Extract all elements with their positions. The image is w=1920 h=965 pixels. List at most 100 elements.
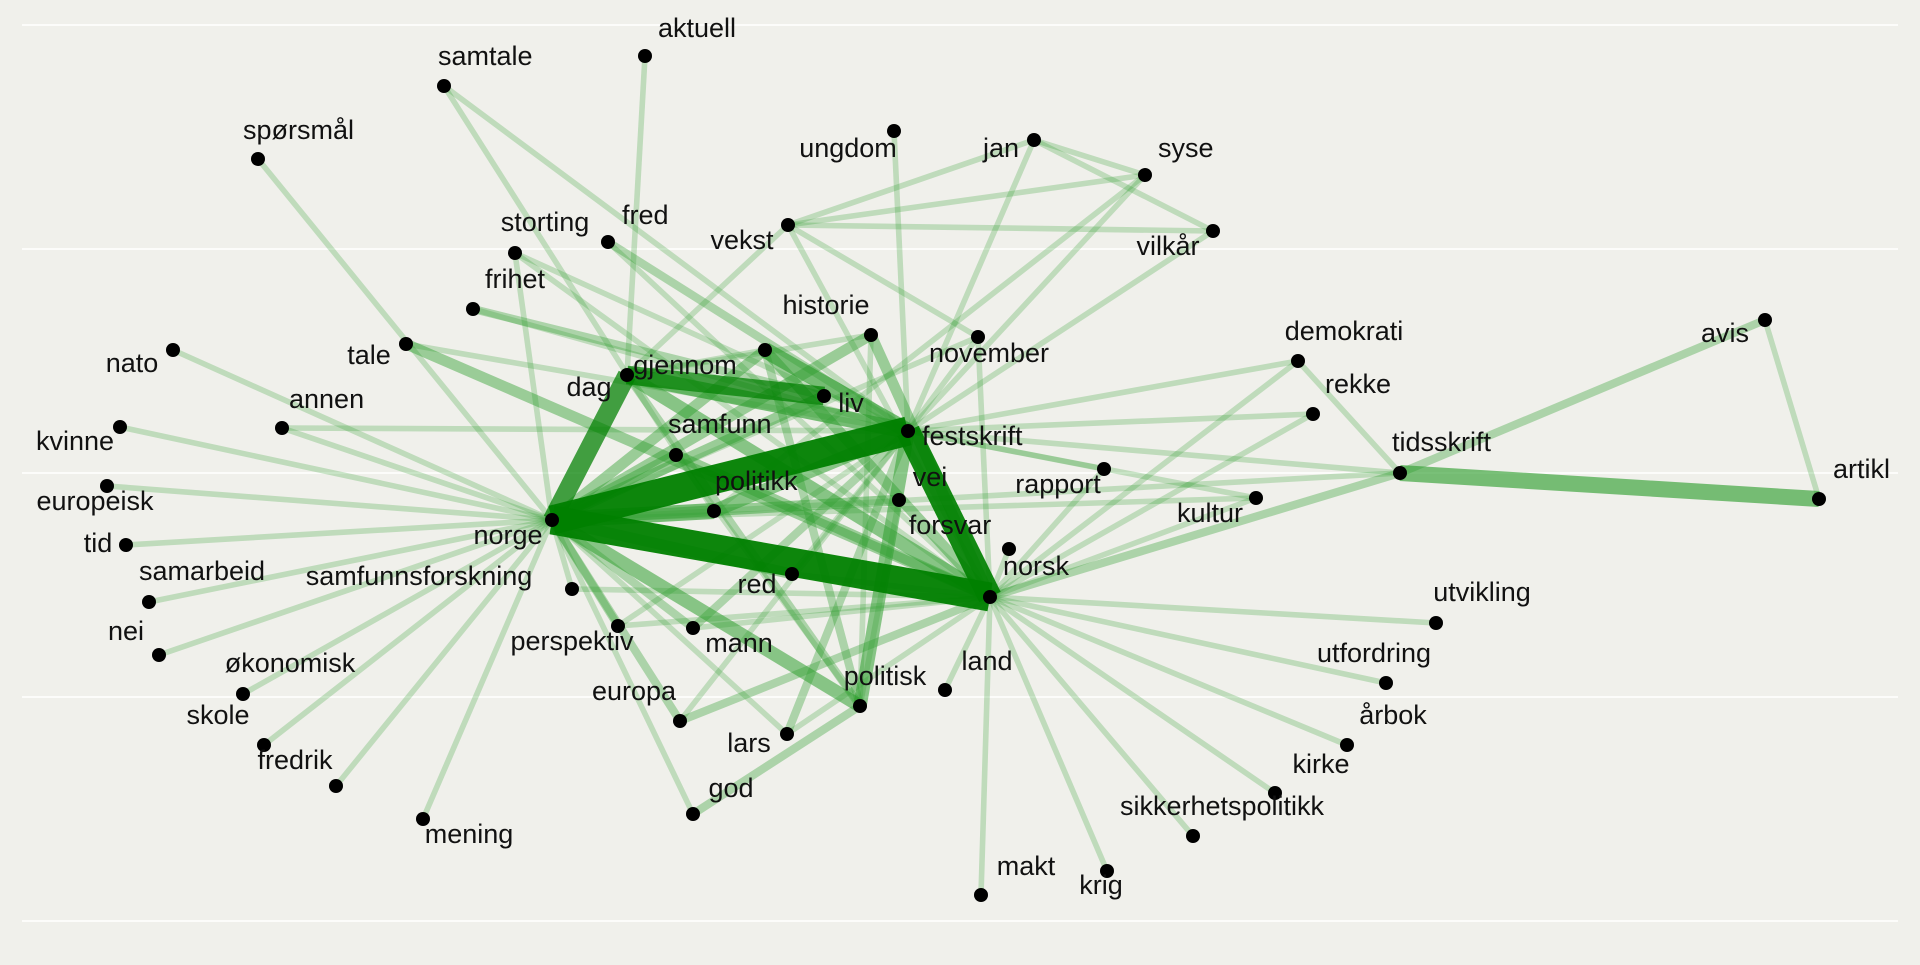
edge-festskrift-demokrati	[907, 358, 1299, 434]
node-label-forsvar: forsvar	[909, 510, 992, 540]
node-kultur	[1249, 491, 1263, 505]
edge-november-festskrift	[905, 335, 981, 433]
node-label-rapport: rapport	[1015, 469, 1101, 499]
node-label-tale: tale	[347, 340, 391, 370]
node-label-skole: skole	[186, 700, 249, 730]
edge-dag-historie	[626, 332, 872, 378]
edge-norge-skole	[262, 517, 554, 748]
node-spørsmål	[251, 152, 265, 166]
node-samarbeid	[142, 595, 156, 609]
node-historie	[864, 328, 878, 342]
node-syse	[1138, 168, 1152, 182]
node-aktuell	[638, 49, 652, 63]
edge-europa-norsk	[678, 593, 992, 725]
node-label-europa: europa	[592, 676, 677, 706]
node-jan	[1027, 133, 1041, 147]
labels-layer: aktuell samtale spørsmål ungdom jan syse vilkå…	[36, 13, 1890, 900]
node-samfunnsforskning	[565, 582, 579, 596]
node-dag	[620, 368, 634, 382]
edge-demokrati-tidsskrift	[1295, 359, 1403, 475]
node-label-norsk: norsk	[1003, 551, 1070, 581]
node-fred	[601, 235, 615, 249]
edge-jan-vilkår	[1032, 137, 1215, 234]
edge-norge-norsk	[549, 505, 993, 612]
node-label-samfunnsforskning: samfunnsforskning	[306, 561, 533, 591]
edge-festskrift-rekke	[907, 411, 1314, 434]
edge-samtale-politikk	[441, 84, 717, 513]
edge-norge-perspektiv	[548, 517, 622, 629]
edge-norsk-utvikling	[989, 594, 1437, 626]
node-label-vekst: vekst	[710, 225, 774, 255]
edge-norsk-storting	[513, 250, 992, 600]
node-land	[938, 683, 952, 697]
node-vei	[892, 493, 906, 507]
node-label-kirke: kirke	[1292, 749, 1349, 779]
node-label-frihet: frihet	[485, 264, 546, 294]
node-label-liv: liv	[838, 388, 864, 418]
node-forsvar	[1002, 542, 1016, 556]
node-label-dag: dag	[566, 372, 611, 402]
node-tale	[399, 337, 413, 351]
node-nei	[152, 648, 166, 662]
edge-norsk-utfordring	[989, 594, 1387, 686]
node-label-vilkår: vilkår	[1136, 231, 1199, 261]
node-festskrift	[901, 424, 915, 438]
node-annen	[275, 421, 289, 435]
node-label-europeisk: europeisk	[36, 486, 154, 516]
edge-aktuell-dag	[624, 55, 648, 376]
edge-festskrift-kultur	[907, 428, 1257, 501]
node-gjennom	[758, 343, 772, 357]
node-label-krig: krig	[1079, 870, 1123, 900]
edge-samfunn-politisk	[673, 453, 863, 708]
edge-norge-kvinne	[119, 424, 553, 523]
node-label-annen: annen	[289, 384, 364, 414]
node-sikkerhetspolitikk	[1186, 829, 1200, 843]
edge-jan-syse	[1033, 137, 1146, 178]
edge-norge-politisk	[548, 514, 864, 712]
edge-norge-europeisk	[106, 483, 553, 523]
edge-norsk-rapport	[987, 467, 1107, 599]
background-gridlines	[22, 24, 1898, 922]
node-mann	[686, 621, 700, 635]
edge-rapport-festskrift	[907, 428, 1105, 472]
edge-norge-mening	[420, 518, 555, 821]
edge-norge-økonomisk	[241, 517, 554, 697]
node-label-historie: historie	[782, 290, 869, 320]
node-demokrati	[1291, 354, 1305, 368]
node-label-avis: avis	[1701, 318, 1749, 348]
edge-norsk-kultur	[989, 495, 1257, 600]
edge-norge-fredrik	[333, 518, 555, 788]
node-label-demokrati: demokrati	[1285, 316, 1404, 346]
node-politikk	[707, 504, 721, 518]
node-norsk	[983, 590, 997, 604]
edge-norge-god	[549, 518, 696, 816]
node-fredrik	[329, 779, 343, 793]
node-label-spørsmål: spørsmål	[243, 115, 354, 145]
node-nato	[166, 343, 180, 357]
edge-dag-norsk	[623, 369, 994, 603]
edge-vekst-jan	[787, 137, 1035, 228]
edge-red-festskrift	[789, 429, 911, 576]
edge-vekst-dag	[625, 222, 790, 378]
edge-norsk-kirke	[988, 594, 1277, 796]
node-label-perspektiv: perspektiv	[510, 626, 634, 656]
node-label-fredrik: fredrik	[257, 745, 333, 775]
node-god	[686, 807, 700, 821]
edge-norsk-demokrati	[988, 358, 1300, 600]
edge-vekst-vilkår	[787, 222, 1214, 234]
node-label-samtale: samtale	[438, 41, 533, 71]
node-label-jan: jan	[982, 133, 1019, 163]
node-makt	[974, 888, 988, 902]
node-label-politisk: politisk	[844, 661, 927, 691]
edge-norsk-årbok	[988, 594, 1349, 748]
edge-norsk-krig	[987, 595, 1110, 873]
node-red	[785, 567, 799, 581]
node-label-kultur: kultur	[1177, 498, 1243, 528]
node-lars	[780, 727, 794, 741]
edge-tidsskrift-artikl	[1399, 465, 1820, 507]
edge-vekst-november	[786, 222, 980, 340]
node-økonomisk	[236, 687, 250, 701]
nodes-layer	[100, 49, 1826, 902]
node-utvikling	[1429, 616, 1443, 630]
